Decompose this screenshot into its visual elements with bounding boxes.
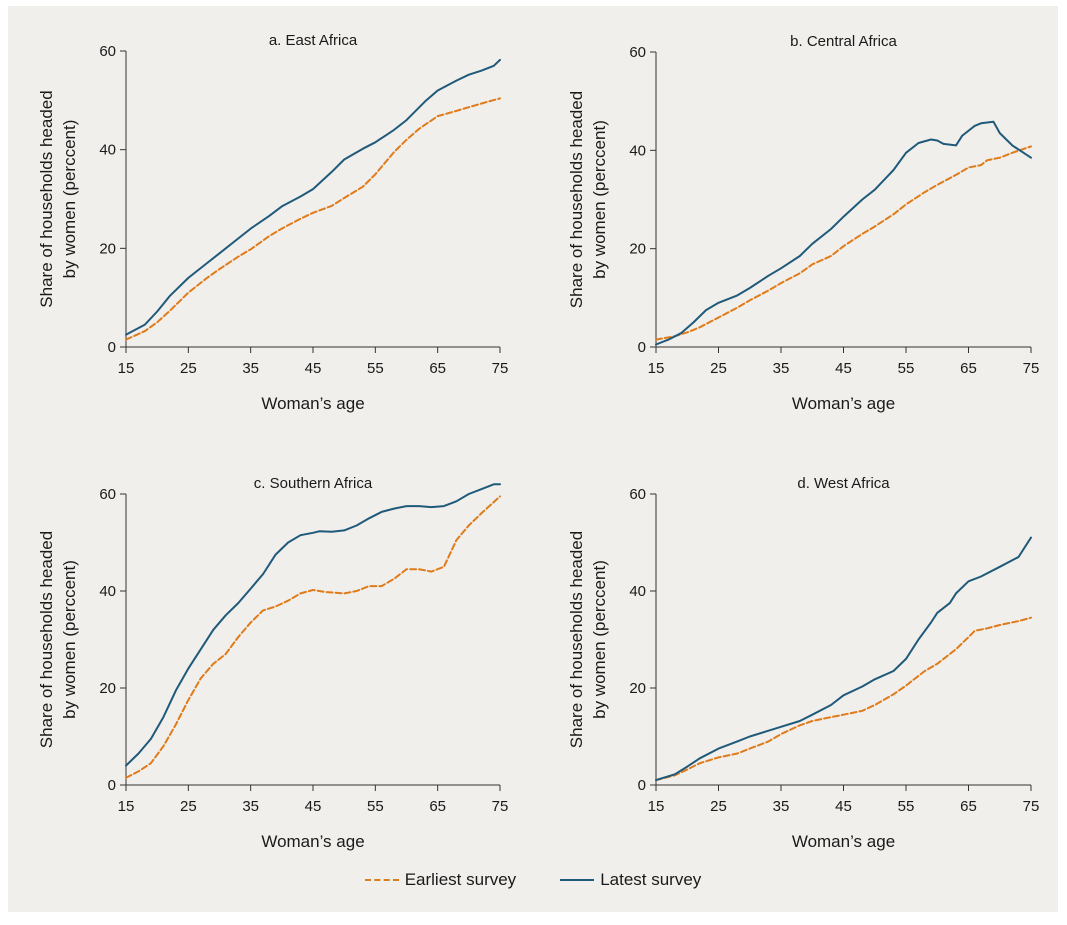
x-tick-label: 15 — [648, 798, 665, 815]
x-tick-label: 65 — [429, 360, 446, 377]
x-tick-label: 45 — [835, 360, 852, 377]
chart-panel-1: 0 20 40 60 15 25 35 45 55 65 75 b. Central Africa Wo… — [567, 33, 1039, 413]
x-tick-label: 45 — [305, 798, 322, 815]
y-tick-label: 60 — [99, 43, 116, 60]
y-axis-label: Share of households headed — [567, 531, 586, 748]
x-tick-label: 35 — [242, 798, 259, 815]
series-line-earliest — [655, 616, 1032, 782]
y-tick-label: 60 — [99, 486, 116, 503]
chart-title: d. West Africa — [797, 475, 890, 492]
y-tick-label: 20 — [99, 240, 116, 257]
x-axis-label: Woman’s age — [792, 832, 895, 851]
x-tick-label: 75 — [1023, 360, 1040, 377]
chart-grid: 0 20 40 60 15 25 35 45 55 65 75 a. East Africa Woman… — [37, 32, 1039, 851]
legend-label-earliest: Earliest survey — [404, 870, 517, 889]
chart-panel-3: 0 20 40 60 15 25 35 45 55 65 75 d. West Africa Woman… — [567, 475, 1039, 851]
series-line-earliest — [655, 145, 1032, 341]
y-axis-label: by women (perccent) — [60, 560, 79, 719]
series-line-latest — [125, 58, 501, 336]
chart-title: b. Central Africa — [790, 33, 897, 50]
y-axis-label: Share of households headed — [37, 90, 56, 307]
x-tick-label: 55 — [367, 798, 384, 815]
x-tick-label: 25 — [710, 798, 727, 815]
y-axis-label: by women (perccent) — [590, 120, 609, 279]
y-tick-label: 40 — [629, 142, 646, 159]
legend-label-latest: Latest survey — [600, 870, 702, 889]
chart-panel-2: 0 20 40 60 15 25 35 45 55 65 75 c. Southern Africa W… — [37, 475, 508, 851]
x-tick-label: 15 — [648, 360, 665, 377]
y-axis-label: Share of households headed — [567, 91, 586, 308]
x-tick-label: 15 — [118, 360, 135, 377]
y-tick-label: 0 — [638, 777, 646, 794]
x-tick-label: 35 — [773, 798, 790, 815]
x-tick-label: 75 — [492, 360, 509, 377]
series-line-latest — [125, 483, 501, 767]
x-tick-label: 25 — [710, 360, 727, 377]
y-tick-label: 60 — [629, 486, 646, 503]
legend-swatch-solid — [560, 879, 595, 881]
y-tick-label: 20 — [629, 680, 646, 697]
legend-item-latest: Latest survey — [560, 870, 701, 890]
y-tick-label: 0 — [108, 339, 116, 356]
series-line-latest — [655, 120, 1032, 346]
x-axis-label: Woman’s age — [792, 394, 895, 413]
series-line-earliest — [125, 97, 501, 341]
x-tick-label: 45 — [305, 360, 322, 377]
chart-title: c. Southern Africa — [254, 475, 373, 492]
x-tick-label: 75 — [1023, 798, 1040, 815]
y-axis-label: by women (perccent) — [60, 120, 79, 279]
chart-panel-0: 0 20 40 60 15 25 35 45 55 65 75 a. East Africa Woman… — [37, 32, 508, 413]
y-tick-label: 60 — [629, 44, 646, 61]
x-tick-label: 65 — [960, 360, 977, 377]
x-tick-label: 25 — [180, 798, 197, 815]
legend-item-earliest: Earliest survey — [364, 870, 517, 890]
series-line-latest — [655, 536, 1032, 782]
y-tick-label: 20 — [99, 680, 116, 697]
y-tick-label: 0 — [108, 777, 116, 794]
x-axis-label: Woman’s age — [261, 832, 364, 851]
y-tick-label: 0 — [638, 339, 646, 356]
x-tick-label: 15 — [118, 798, 135, 815]
legend: Earliest survey Latest survey — [8, 870, 1058, 890]
x-tick-label: 55 — [367, 360, 384, 377]
x-tick-label: 35 — [242, 360, 259, 377]
y-axis-label: Share of households headed — [37, 531, 56, 748]
y-tick-label: 20 — [629, 241, 646, 258]
legend-swatch-dashed — [364, 879, 399, 881]
x-tick-label: 55 — [898, 798, 915, 815]
x-tick-label: 75 — [492, 798, 509, 815]
series-line-earliest — [125, 495, 501, 779]
chart-title: a. East Africa — [269, 32, 358, 49]
x-tick-label: 65 — [429, 798, 446, 815]
y-tick-label: 40 — [99, 142, 116, 159]
x-tick-label: 35 — [773, 360, 790, 377]
y-axis-label: by women (perccent) — [590, 560, 609, 719]
x-axis-label: Woman’s age — [261, 394, 364, 413]
figure-panel: 0 20 40 60 15 25 35 45 55 65 75 a. East Africa Woman… — [8, 6, 1058, 912]
x-tick-label: 65 — [960, 798, 977, 815]
x-tick-label: 55 — [898, 360, 915, 377]
y-tick-label: 40 — [99, 583, 116, 600]
x-tick-label: 45 — [835, 798, 852, 815]
x-tick-label: 25 — [180, 360, 197, 377]
y-tick-label: 40 — [629, 583, 646, 600]
